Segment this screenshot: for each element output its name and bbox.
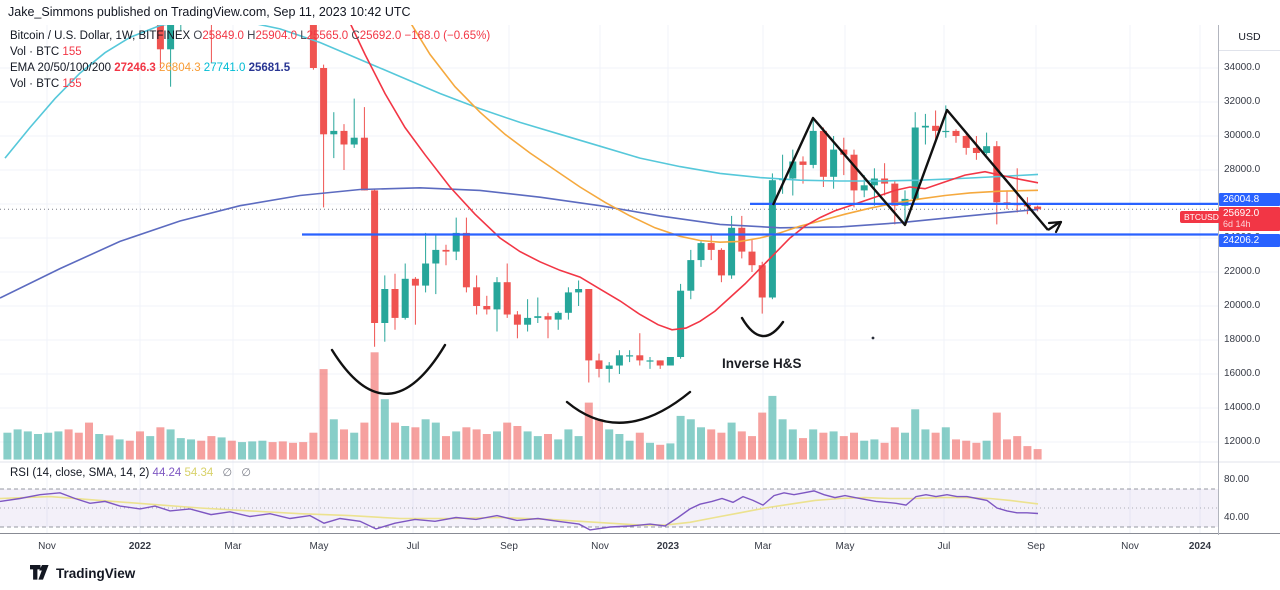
price-tick: 32000.0 [1224,96,1261,107]
hidden-series-icon[interactable]: ∅ [222,467,233,479]
ema50-value: 26804.3 [159,62,201,74]
current-price-label: 25692.0 6d 14h [1219,207,1280,231]
time-tick: Sep [500,541,518,552]
time-tick: Mar [754,541,772,552]
price-tick: 12000.0 [1224,436,1261,447]
tradingview-brand-text: TradingView [56,565,136,581]
rsi-tick: 80.00 [1224,473,1250,485]
rsi-tick: 40.00 [1224,511,1250,523]
ohlc-val: 25904.0 [255,30,298,42]
change-value: −168.0 (−0.65%) [404,30,491,42]
ohlc-values: O25849.0 H25904.0 L25565.0 C25692.0 [193,30,401,42]
inverse-hs-annotation-text[interactable]: Inverse H&S [722,356,802,371]
time-tick: Nov [591,541,609,552]
hidden-series-icon-2[interactable]: ∅ [241,467,251,479]
volume-legend-row[interactable]: Vol · BTC 155 [10,45,490,60]
tradingview-logo-icon [30,565,49,580]
price-tick: 14000.0 [1224,402,1261,413]
time-tick: Jul [937,541,951,552]
ohlc-key: H [243,30,256,42]
rsi-label: RSI (14, close, SMA, 14, 2) [10,467,150,479]
volume-bars [3,352,1042,460]
time-tick: Sep [1027,541,1045,552]
ohlc-key: O [193,30,203,42]
price-tick: 20000.0 [1224,300,1261,311]
time-tick: Nov [38,541,56,552]
ohlc-key: C [348,30,360,42]
ema100-value: 27741.0 [203,62,246,74]
candles [156,25,1042,383]
volume-label-2: Vol · BTC [10,78,60,90]
price-line-label-upper: 26004.8 [1219,193,1280,206]
rsi-legend-row[interactable]: RSI (14, close, SMA, 14, 2) 44.24 54.34 … [10,466,251,479]
price-tick: 16000.0 [1224,368,1261,379]
volume-legend-row-2[interactable]: Vol · BTC 155 [10,77,490,92]
symbol-price-badge: BTCUSD [1180,211,1223,223]
time-tick: May [309,541,329,552]
ema-legend-row[interactable]: EMA 20/50/100/200 27246.3 26804.3 27741.… [10,61,490,76]
price-line-label-lower: 24206.2 [1219,234,1280,247]
time-tick: Jul [406,541,420,552]
chart-legend: Bitcoin / U.S. Dollar, 1W, BITFINEX O258… [10,29,490,93]
volume-value-2: 155 [62,78,82,90]
time-tick: Mar [224,541,242,552]
ema200-value: 25681.5 [248,62,291,74]
ohlc-val: 25565.0 [306,30,349,42]
time-tick: 2024 [1188,541,1212,552]
ema-label: EMA 20/50/100/200 [10,62,112,74]
price-tick: 18000.0 [1224,334,1261,345]
ohlc-val: 25692.0 [359,30,402,42]
symbol-legend-row[interactable]: Bitcoin / U.S. Dollar, 1W, BITFINEX O258… [10,29,490,44]
time-tick: 2022 [128,541,152,552]
time-axis[interactable]: Nov 2022 Mar May Jul Sep Nov 2023 Mar May Jul Sep No… [0,535,1280,556]
price-tick: 34000.0 [1224,62,1261,73]
price-axis-currency[interactable]: USD [1219,25,1280,51]
time-tick: 2023 [656,541,680,552]
symbol-title: Bitcoin / U.S. Dollar, 1W, BITFINEX [10,30,191,42]
time-tick: Nov [1121,541,1139,552]
rsi-ma-value: 54.34 [184,467,214,479]
ohlc-val: 25849.0 [202,30,244,42]
volume-value: 155 [62,46,82,58]
price-tick: 30000.0 [1224,130,1261,141]
bar-countdown: 6d 14h [1223,219,1251,229]
volume-label: Vol · BTC [10,46,60,58]
price-tick: 22000.0 [1224,266,1261,277]
ema20-value: 27246.3 [114,62,156,74]
rsi-value: 44.24 [152,467,182,479]
ohlc-key: L [297,30,307,42]
price-tick: 28000.0 [1224,164,1261,175]
tradingview-footer[interactable]: TradingView [30,565,135,581]
time-tick: May [835,541,855,552]
publish-watermark: Jake_Simmons published on TradingView.co… [8,5,411,19]
